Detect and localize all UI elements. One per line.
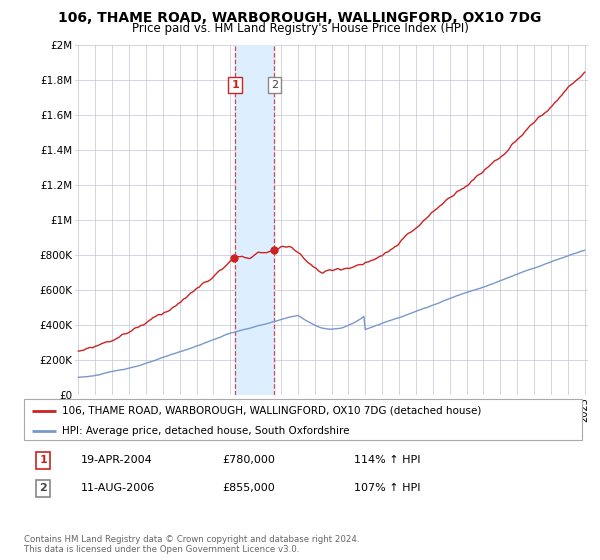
Text: 2: 2 xyxy=(271,80,278,90)
Text: 106, THAME ROAD, WARBOROUGH, WALLINGFORD, OX10 7DG (detached house): 106, THAME ROAD, WARBOROUGH, WALLINGFORD… xyxy=(62,405,481,416)
Text: Price paid vs. HM Land Registry's House Price Index (HPI): Price paid vs. HM Land Registry's House … xyxy=(131,22,469,35)
Text: HPI: Average price, detached house, South Oxfordshire: HPI: Average price, detached house, Sout… xyxy=(62,426,349,436)
Text: Contains HM Land Registry data © Crown copyright and database right 2024.
This d: Contains HM Land Registry data © Crown c… xyxy=(24,535,359,554)
Bar xyxy=(235,45,274,395)
FancyBboxPatch shape xyxy=(24,399,582,440)
Text: 1: 1 xyxy=(40,455,47,465)
Text: 1: 1 xyxy=(231,80,239,90)
Text: 107% ↑ HPI: 107% ↑ HPI xyxy=(354,483,421,493)
Text: 2: 2 xyxy=(40,483,47,493)
Text: 114% ↑ HPI: 114% ↑ HPI xyxy=(354,455,421,465)
Text: 11-AUG-2006: 11-AUG-2006 xyxy=(81,483,155,493)
Text: £780,000: £780,000 xyxy=(222,455,275,465)
Text: 19-APR-2004: 19-APR-2004 xyxy=(81,455,153,465)
Text: £855,000: £855,000 xyxy=(222,483,275,493)
Text: 106, THAME ROAD, WARBOROUGH, WALLINGFORD, OX10 7DG: 106, THAME ROAD, WARBOROUGH, WALLINGFORD… xyxy=(58,11,542,25)
